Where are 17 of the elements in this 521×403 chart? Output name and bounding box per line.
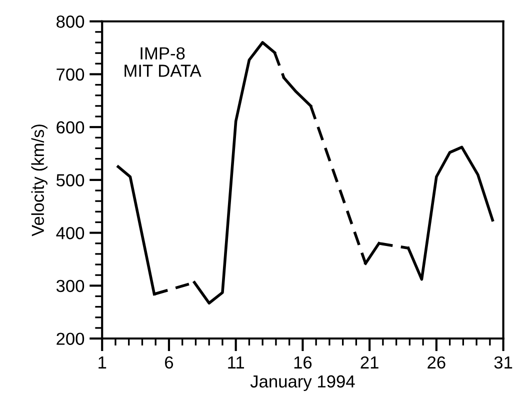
y-axis-title: Velocity (km/s) <box>31 124 48 236</box>
x-tick-label: 11 <box>228 356 244 368</box>
y-tick-label: 300 <box>56 280 84 292</box>
x-tick-label: 26 <box>428 356 446 369</box>
x-tick-label: 21 <box>360 356 378 368</box>
x-tick-label: 16 <box>294 356 312 369</box>
y-tick-label: 500 <box>56 174 84 186</box>
x-tick-label: 1 <box>98 356 106 368</box>
annotation: IMP-8 MIT DATA <box>124 47 202 77</box>
x-tick-label: 31 <box>494 356 512 369</box>
y-tick-label: 400 <box>56 226 84 240</box>
y-tick-label: 600 <box>56 121 84 134</box>
x-tick-label: 6 <box>165 356 174 369</box>
y-tick-label: 700 <box>56 68 84 81</box>
y-tick-label: 800 <box>56 16 84 28</box>
y-tick-label: 200 <box>56 332 84 345</box>
x-axis-title: January 1994 <box>250 375 355 392</box>
